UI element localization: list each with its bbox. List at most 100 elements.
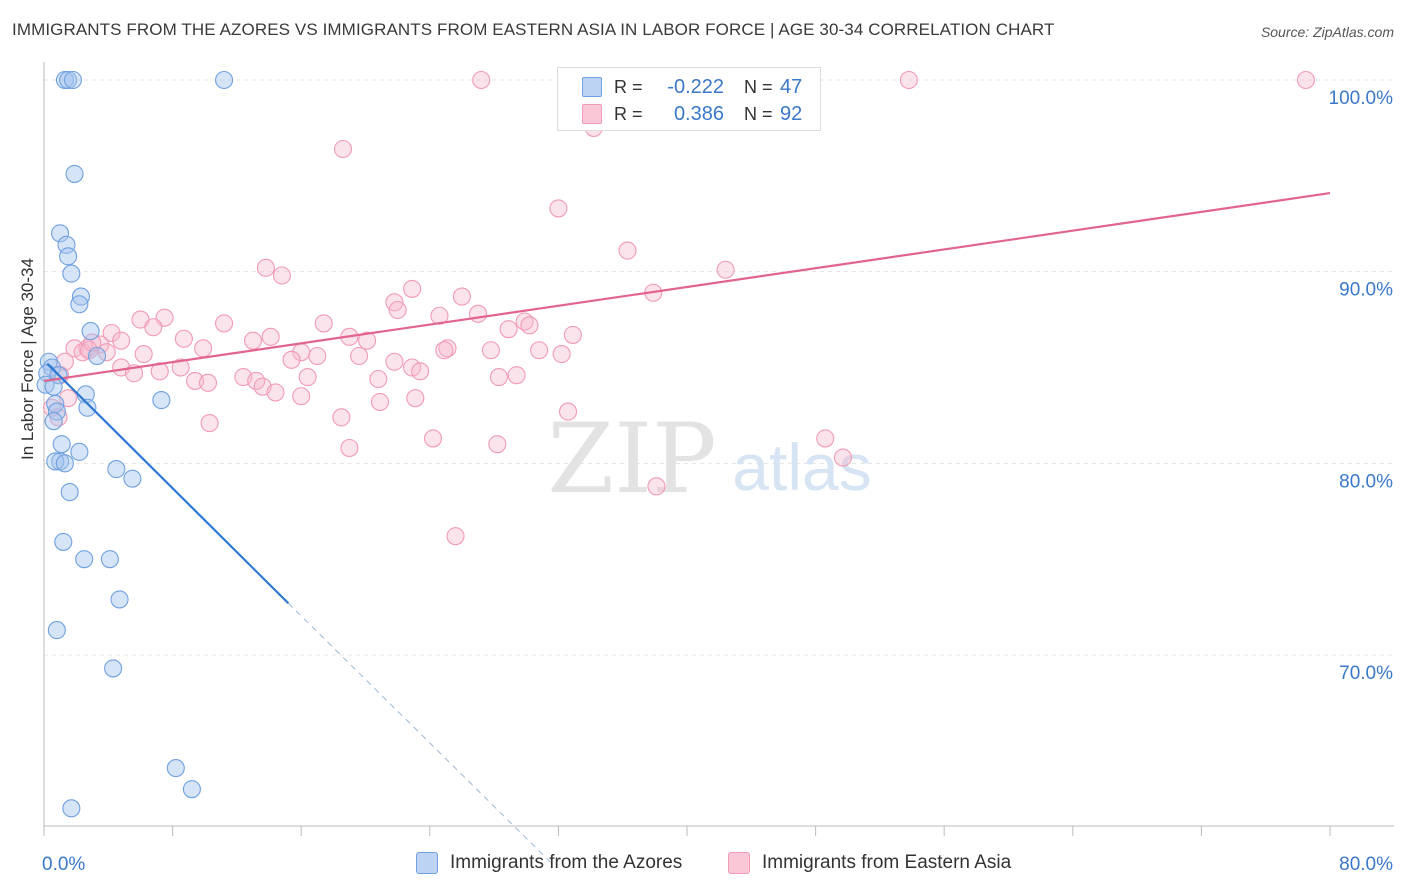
eastern-asia-point [618,241,637,260]
eastern-asia-point [833,448,852,467]
eastern-asia-point [1296,70,1315,90]
eastern-asia-point [266,383,285,402]
n-value-azores: 47 [780,75,803,98]
azores-point [110,590,129,609]
azores-point [70,442,89,461]
eastern-asia-point [256,258,275,277]
azores-point [78,398,97,417]
y-tick-label: 90.0% [1339,280,1393,301]
azores-swatch [582,77,602,97]
azores-point [60,483,79,502]
legend-label-eastern-asia: Immigrants from Eastern Asia [762,852,1012,873]
r-value-eastern-asia: 0.386 [673,102,724,125]
eastern-asia-point [446,527,465,546]
azores-point [55,454,74,473]
eastern-asia-trend-line [43,191,1331,383]
watermark-zip: ZIP [547,403,716,515]
azores-point [214,70,234,90]
eastern-asia-point [144,318,163,337]
azores-point [81,322,100,341]
azores-trend-line [46,362,290,605]
legend-row-azores: R = -0.222 N = 47 [582,75,802,99]
y-axis-label: In Labor Force | Age 30-34 [18,258,37,460]
azores-point [59,70,78,90]
eastern-asia-point [298,368,317,387]
eastern-asia-point [899,70,918,90]
eastern-asia-point [171,358,190,377]
eastern-asia-point [816,429,835,448]
azores-point [123,469,142,488]
azores-legend-swatch [416,852,438,874]
eastern-asia-point [472,70,491,90]
legend-item-azores[interactable]: Immigrants from the Azores [416,852,682,874]
azores-point [57,235,76,254]
r-label: R = [614,76,643,97]
x-tick-label: 80.0% [1339,854,1393,875]
azores-point [87,346,107,366]
eastern-asia-point [385,352,404,371]
legend-item-eastern-asia[interactable]: Immigrants from Eastern Asia [728,852,1011,874]
eastern-asia-point [552,345,571,364]
watermark: ZIP atlas [547,403,871,515]
eastern-asia-point [558,402,578,421]
eastern-asia-point [423,429,443,448]
eastern-asia-point [403,279,422,298]
azores-point [65,164,84,183]
eastern-asia-point [369,369,388,389]
n-label: N = [744,76,773,97]
n-value-eastern-asia: 92 [780,102,803,125]
azores-point [44,412,63,431]
azores-point [47,621,66,640]
azores-point [39,352,58,371]
eastern-asia-point [134,345,153,364]
source-label: Source: ZipAtlas.com [1260,24,1394,40]
eastern-asia-point [438,339,457,358]
eastern-asia-point [468,304,488,323]
azores-point [166,759,185,778]
eastern-asia-point [214,314,234,333]
eastern-asia-point [292,387,311,406]
series-legend: Immigrants from the Azores Immigrants fr… [0,852,1406,876]
azores-point [52,435,71,454]
eastern-asia-point [488,435,507,454]
y-tick-label: 80.0% [1339,471,1393,492]
eastern-asia-point [282,350,301,369]
eastern-asia-point [333,139,353,159]
azores-point [107,460,126,479]
azores-point [100,550,119,569]
eastern-asia-point [73,343,92,362]
azores-point [59,247,78,266]
eastern-asia-point [200,414,219,433]
eastern-asia-point [452,287,472,306]
azores-point [71,287,91,306]
azores-point [152,391,171,410]
azores-point [47,402,66,421]
eastern-asia-point [489,368,508,387]
eastern-asia-point [370,392,390,412]
eastern-asia-point [435,341,454,360]
x-tick-label: 0.0% [42,854,85,875]
eastern-asia-point [308,346,327,366]
eastern-asia-point [112,331,131,350]
eastern-asia-point [174,329,193,348]
eastern-asia-point [332,408,351,427]
eastern-asia-point [261,327,280,346]
eastern-asia-point [388,300,407,320]
gridlines [44,79,1394,656]
eastern-asia-point [97,343,116,362]
tick-labels: 70.0% 80.0% 90.0% 100.0% 0.0% 80.0% [42,88,1393,875]
legend-label-azores: Immigrants from the Azores [450,852,683,873]
eastern-asia-point [243,331,263,350]
eastern-asia-point [481,341,500,360]
eastern-asia-point [520,316,539,335]
azores-point [54,532,73,551]
azores-point [104,659,123,678]
eastern-asia-swatch [582,104,602,124]
azores-point [51,224,70,243]
eastern-asia-point [563,325,582,344]
azores-point [70,295,89,314]
eastern-asia-point [102,323,121,343]
eastern-asia-point [507,366,526,385]
eastern-asia-point [411,362,430,381]
r-label: R = [614,103,643,124]
